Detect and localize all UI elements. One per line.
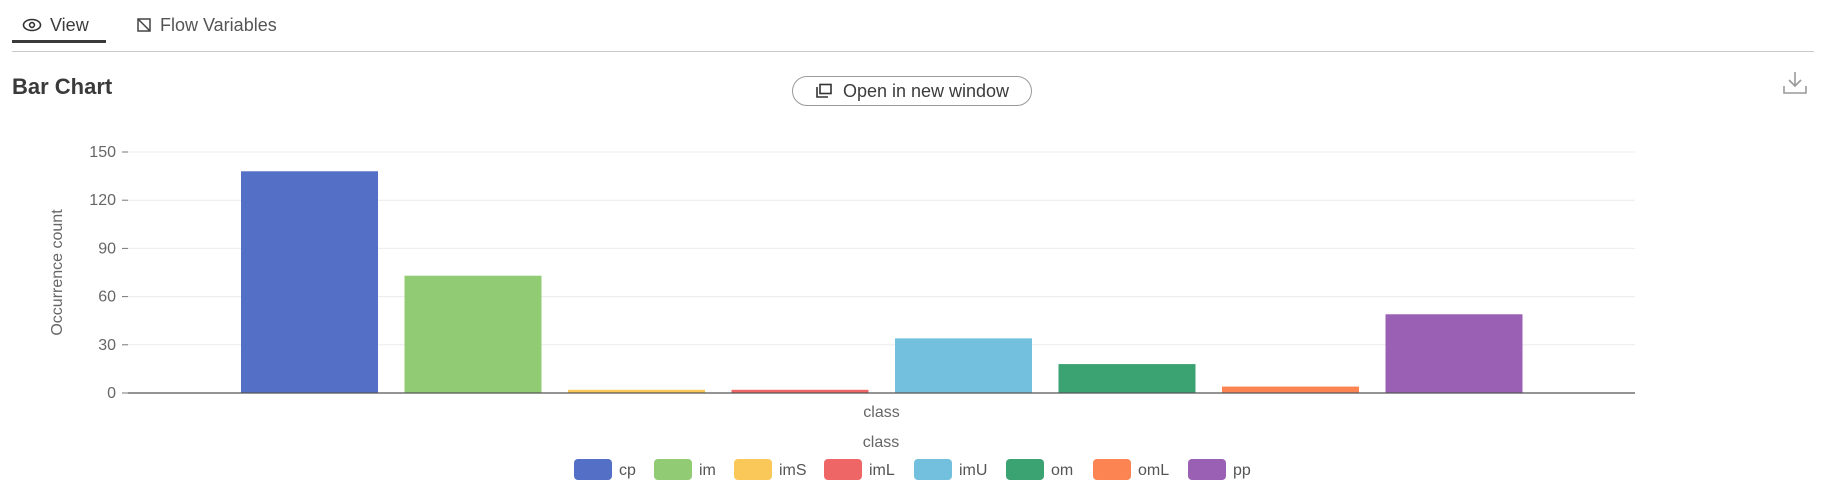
legend-swatch bbox=[1006, 459, 1044, 480]
tab-view-label: View bbox=[50, 14, 89, 35]
legend-swatch bbox=[1093, 459, 1131, 480]
bar-cp[interactable] bbox=[241, 171, 378, 393]
legend-item-im[interactable]: im bbox=[654, 459, 716, 480]
legend-swatch bbox=[824, 459, 862, 480]
legend-label: imS bbox=[779, 462, 807, 479]
legend-label: imL bbox=[869, 462, 895, 479]
tab-view[interactable]: View bbox=[22, 0, 89, 50]
legend-item-imS[interactable]: imS bbox=[734, 459, 807, 480]
legend-swatch bbox=[574, 459, 612, 480]
x-axis-label: class bbox=[863, 404, 899, 421]
legend-label: omL bbox=[1138, 462, 1169, 479]
open-window-icon bbox=[815, 83, 833, 99]
tab-divider bbox=[12, 51, 1814, 52]
legend-swatch bbox=[914, 459, 952, 480]
bar-om[interactable] bbox=[1058, 364, 1196, 393]
legend-label: imU bbox=[959, 462, 987, 479]
download-icon bbox=[1782, 70, 1808, 96]
bar-imL[interactable] bbox=[731, 389, 869, 393]
y-tick-label: 150 bbox=[89, 144, 116, 161]
legend-item-om[interactable]: om bbox=[1006, 459, 1073, 480]
y-tick-label: 0 bbox=[107, 385, 116, 402]
y-tick-label: 30 bbox=[98, 337, 116, 354]
bar-imS[interactable] bbox=[568, 389, 705, 393]
y-tick-label: 90 bbox=[98, 240, 116, 257]
tab-bar: View Flow Variables bbox=[0, 0, 1824, 52]
legend-item-cp[interactable]: cp bbox=[574, 459, 636, 480]
legend-title: class bbox=[863, 434, 899, 451]
y-axis-ticks: 0 30 60 90 120 150 bbox=[89, 144, 128, 402]
flow-variables-icon bbox=[136, 17, 152, 33]
legend-swatch bbox=[1188, 459, 1226, 480]
legend-label: om bbox=[1051, 462, 1073, 479]
y-tick-label: 120 bbox=[89, 192, 116, 209]
chart-title: Bar Chart bbox=[12, 74, 113, 99]
active-tab-indicator bbox=[12, 40, 106, 43]
bar-pp[interactable] bbox=[1385, 314, 1523, 393]
legend-swatch bbox=[654, 459, 692, 480]
tab-flow-variables[interactable]: Flow Variables bbox=[136, 0, 277, 50]
legend-item-imL[interactable]: imL bbox=[824, 459, 895, 480]
bar-imU[interactable] bbox=[895, 338, 1032, 393]
legend-label: pp bbox=[1233, 462, 1251, 479]
bar-chart: 0 30 60 90 120 150 Occurrence count class cla… bbox=[49, 144, 1635, 480]
chart-bars bbox=[241, 171, 1523, 393]
download-button[interactable] bbox=[1782, 70, 1808, 96]
legend-label: im bbox=[699, 462, 716, 479]
legend-item-omL[interactable]: omL bbox=[1093, 459, 1169, 480]
chart-legend: cp im imS imL imU om omL pp bbox=[574, 459, 1251, 480]
bar-im[interactable] bbox=[404, 275, 542, 393]
open-in-new-window-label: Open in new window bbox=[842, 80, 1010, 101]
bar-omL[interactable] bbox=[1222, 386, 1359, 393]
open-in-new-window-button[interactable]: Open in new window bbox=[792, 76, 1032, 106]
eye-icon bbox=[22, 18, 42, 32]
y-axis-label: Occurrence count bbox=[49, 209, 66, 336]
legend-label: cp bbox=[619, 462, 636, 479]
chart-grid bbox=[128, 151, 1635, 346]
legend-item-pp[interactable]: pp bbox=[1188, 459, 1251, 480]
tab-flow-variables-label: Flow Variables bbox=[160, 14, 277, 35]
legend-item-imU[interactable]: imU bbox=[914, 459, 987, 480]
y-tick-label: 60 bbox=[98, 289, 116, 306]
legend-swatch bbox=[734, 459, 772, 480]
